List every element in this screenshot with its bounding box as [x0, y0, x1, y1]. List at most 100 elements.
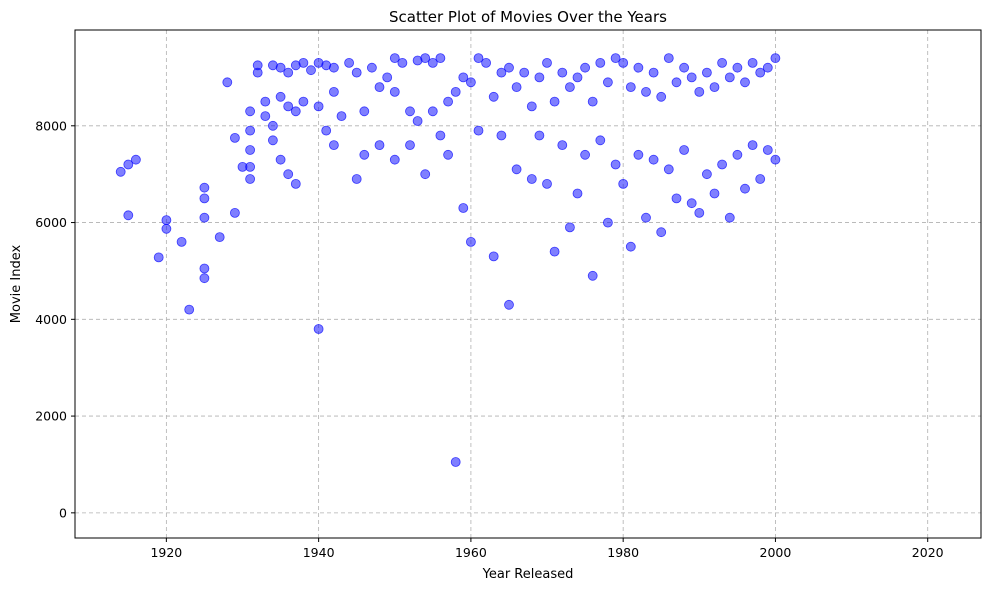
- scatter-point: [359, 106, 370, 117]
- y-tick-label: 0: [59, 505, 67, 520]
- scatter-point: [405, 106, 415, 117]
- scatter-point: [641, 87, 651, 97]
- scatter-point: [473, 125, 484, 136]
- scatter-point: [694, 87, 705, 97]
- scatter-point: [199, 193, 210, 204]
- scatter-point: [473, 53, 484, 63]
- scatter-point: [465, 77, 476, 88]
- scatter-point: [618, 178, 629, 189]
- scatter-point: [724, 212, 735, 223]
- scatter-point: [709, 188, 720, 199]
- scatter-point: [130, 154, 141, 165]
- chart-title: Scatter Plot of Movies Over the Years: [389, 8, 667, 26]
- scatter-point: [648, 154, 659, 165]
- scatter-point: [435, 53, 446, 63]
- scatter-point: [603, 77, 613, 88]
- scatter-point: [580, 62, 590, 73]
- scatter-point: [328, 62, 339, 73]
- scatter-point: [351, 67, 362, 78]
- scatter-point: [184, 304, 195, 315]
- scatter-point: [542, 178, 552, 189]
- scatter-point: [755, 67, 766, 78]
- scatter-point: [374, 82, 385, 92]
- scatter-point: [344, 58, 355, 68]
- scatter-point: [671, 193, 682, 204]
- scatter-point: [389, 53, 400, 63]
- x-tick-label: 1960: [455, 545, 487, 560]
- scatter-point: [420, 169, 431, 180]
- scatter-point: [633, 62, 644, 73]
- scatter-point: [245, 106, 256, 117]
- scatter-point: [359, 149, 370, 160]
- scatter-point: [199, 182, 210, 193]
- scatter-point: [724, 72, 735, 83]
- scatter-point: [511, 82, 522, 92]
- scatter-point: [663, 53, 674, 63]
- scatter-point: [275, 62, 286, 73]
- scatter-point: [427, 58, 438, 68]
- scatter-point: [313, 101, 324, 112]
- scatter-point: [732, 149, 743, 160]
- y-tick-label: 8000: [35, 118, 67, 133]
- scatter-point: [313, 324, 324, 334]
- scatter-point: [199, 263, 210, 274]
- scatter-point: [595, 58, 606, 68]
- scatter-point: [549, 246, 560, 257]
- scatter-point: [252, 60, 263, 71]
- scatter-point: [511, 164, 522, 175]
- scatter-point: [618, 58, 629, 68]
- grid-lines: [75, 30, 981, 538]
- scatter-point: [740, 77, 750, 88]
- scatter-point: [450, 87, 461, 97]
- scatter-point: [229, 132, 240, 143]
- scatter-point: [267, 120, 278, 131]
- scatter-point: [443, 149, 454, 160]
- scatter-point: [610, 53, 621, 63]
- scatter-point: [336, 111, 347, 121]
- scatter-point: [382, 72, 393, 83]
- scatter-point: [542, 58, 552, 68]
- scatter-point: [762, 62, 773, 73]
- scatter-point: [732, 62, 743, 73]
- scatter-point: [702, 67, 712, 78]
- scatter-point: [443, 96, 454, 107]
- scatter-point: [488, 251, 499, 262]
- scatter-point: [496, 67, 507, 78]
- y-axis: 0 2000 4000 6000 8000: [35, 118, 75, 520]
- scatter-point: [762, 145, 773, 155]
- scatter-point: [435, 130, 446, 141]
- data-points: [115, 53, 781, 467]
- scatter-point: [366, 62, 377, 73]
- scatter-point: [648, 67, 659, 78]
- scatter-point: [283, 67, 294, 78]
- scatter-point: [610, 159, 621, 170]
- scatter-point: [214, 232, 225, 243]
- scatter-point: [770, 154, 781, 165]
- scatter-point: [740, 183, 750, 194]
- scatter-point: [222, 77, 233, 88]
- scatter-point: [260, 96, 271, 107]
- scatter-point: [123, 210, 134, 221]
- scatter-point: [389, 87, 400, 97]
- scatter-point: [458, 203, 469, 213]
- scatter-point: [298, 58, 309, 68]
- scatter-point: [686, 198, 697, 209]
- scatter-point: [328, 87, 339, 97]
- scatter-point: [306, 65, 316, 76]
- scatter-point: [290, 178, 301, 189]
- scatter-point: [679, 145, 689, 155]
- scatter-point: [115, 166, 126, 177]
- scatter-point: [450, 457, 461, 467]
- scatter-point: [275, 154, 286, 165]
- x-tick-label: 2020: [912, 545, 944, 560]
- scatter-point: [747, 58, 758, 68]
- scatter-point: [488, 91, 499, 102]
- scatter-point: [641, 212, 651, 223]
- y-tick-label: 4000: [35, 312, 67, 327]
- scatter-point: [656, 91, 667, 102]
- scatter-point: [481, 58, 492, 68]
- scatter-point: [420, 53, 431, 63]
- scatter-point: [245, 174, 256, 184]
- scatter-point: [123, 159, 134, 170]
- scatter-point: [427, 106, 438, 117]
